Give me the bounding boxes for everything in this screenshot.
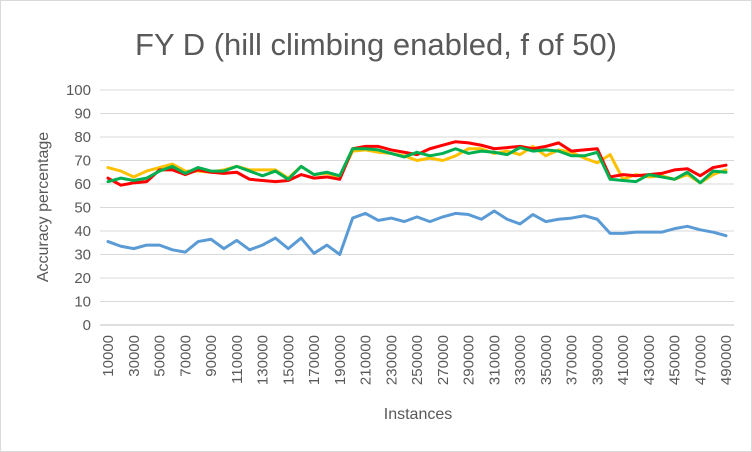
gridlines [100, 89, 734, 326]
y-tick-label: 30 [74, 247, 91, 264]
x-tick-label: 350000 [538, 335, 555, 385]
x-tick-label: 450000 [667, 335, 684, 385]
y-tick-label: 10 [74, 294, 91, 311]
x-tick-label: 50000 [152, 335, 169, 377]
x-tick-label: 290000 [461, 335, 478, 385]
series-line-4 [106, 146, 728, 185]
y-tick-label: 60 [74, 176, 91, 193]
x-tick-label: 330000 [512, 335, 529, 385]
x-tick-label: 250000 [409, 335, 426, 385]
y-axis-ticks: 0 10 20 30 40 50 60 70 80 90 100 [66, 82, 91, 334]
x-tick-label: 70000 [177, 335, 194, 377]
y-tick-label: 40 [74, 223, 91, 240]
y-tick-label: 0 [83, 317, 91, 334]
y-tick-label: 50 [74, 200, 91, 217]
x-tick-label: 190000 [332, 335, 349, 385]
x-tick-label: 310000 [486, 335, 503, 385]
y-tick-label: 90 [74, 106, 91, 123]
series-lines [106, 140, 728, 256]
x-axis-label: Instances [384, 406, 452, 423]
x-tick-label: 270000 [435, 335, 452, 385]
x-tick-label: 390000 [589, 335, 606, 385]
series-line-1 [106, 209, 728, 256]
x-axis-ticks: 10000 30000 50000 70000 90000 110000 130000 150… [100, 335, 735, 385]
y-tick-label: 70 [74, 153, 91, 170]
x-tick-label: 10000 [100, 335, 117, 377]
x-tick-label: 210000 [358, 335, 375, 385]
x-tick-label: 90000 [203, 335, 220, 377]
x-tick-label: 170000 [306, 335, 323, 385]
chart-title: FY D (hill climbing enabled, f of 50) [135, 27, 617, 62]
series-line-3 [106, 140, 728, 187]
x-tick-label: 430000 [641, 335, 658, 385]
y-tick-label: 80 [74, 129, 91, 146]
y-tick-label: 100 [66, 82, 91, 99]
x-tick-label: 230000 [383, 335, 400, 385]
y-tick-label: 20 [74, 270, 91, 287]
x-tick-label: 150000 [280, 335, 297, 385]
x-tick-label: 370000 [564, 335, 581, 385]
x-tick-label: 490000 [718, 335, 735, 385]
x-tick-label: 130000 [255, 335, 272, 385]
y-axis-label: Accuracy percentage [35, 132, 52, 282]
x-tick-label: 110000 [229, 335, 246, 384]
x-tick-label: 470000 [692, 335, 709, 385]
x-tick-label: 410000 [615, 335, 632, 385]
x-tick-label: 30000 [126, 335, 143, 377]
